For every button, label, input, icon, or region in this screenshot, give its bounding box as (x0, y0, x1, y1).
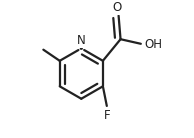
Text: F: F (104, 109, 111, 122)
Text: O: O (113, 1, 122, 14)
Text: OH: OH (145, 38, 163, 51)
Text: N: N (77, 34, 86, 47)
